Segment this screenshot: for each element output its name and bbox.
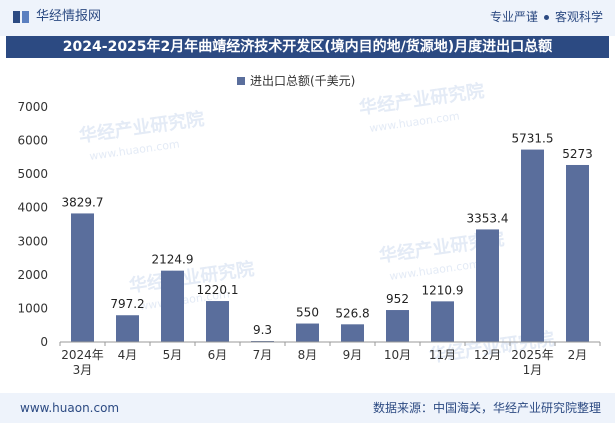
watermark-cn-2: 华经产业研究院 xyxy=(358,80,486,119)
chart-title: 2024-2025年2月年曲靖经济技术开发区(境内目的地/货源地)月度进出口总额 xyxy=(6,36,609,58)
bar-9 xyxy=(476,229,499,342)
x-tick-label-0: 2024年 3月 xyxy=(61,348,104,377)
data-label-11: 5273 xyxy=(562,147,593,161)
bar-chart: 华经产业研究院 www.huaon.com 华经产业研究院 www.huaon.… xyxy=(17,74,601,377)
bar-0 xyxy=(71,213,94,342)
data-label-7: 952 xyxy=(386,292,409,306)
data-label-4: 9.3 xyxy=(253,323,272,337)
x-tick-label-5: 8月 xyxy=(298,348,318,362)
tagline: 专业严谨 客观科学 xyxy=(490,9,603,25)
data-label-2: 2124.9 xyxy=(152,253,194,267)
y-tick-label-4: 4000 xyxy=(17,201,48,215)
data-label-1: 797.2 xyxy=(110,297,144,311)
data-label-8: 1210.9 xyxy=(422,283,464,297)
y-tick-label-5: 5000 xyxy=(17,167,48,181)
x-tick-label-10: 2025年 1月 xyxy=(511,348,554,377)
legend-label: 进出口总额(千美元) xyxy=(250,74,355,88)
brand-logo-icon xyxy=(13,11,29,23)
bar-8 xyxy=(431,301,454,342)
data-label-6: 526.8 xyxy=(335,306,369,320)
x-tick-label-3: 6月 xyxy=(208,348,228,362)
y-tick-label-0: 0 xyxy=(40,335,48,349)
x-tick-label-4: 7月 xyxy=(253,348,273,362)
data-label-9: 3353.4 xyxy=(467,211,509,225)
bar-3 xyxy=(206,301,229,342)
x-tick-label-1: 4月 xyxy=(118,348,138,362)
x-tick-label-9: 12月 xyxy=(474,348,501,362)
bar-11 xyxy=(566,164,589,342)
x-tick-label-8: 11月 xyxy=(429,348,456,362)
legend-swatch xyxy=(237,77,245,85)
x-axis: 2024年 3月 4月 5月 6月 7月 8月 9月 10月 11月 12月 2025年 1月 2月 xyxy=(59,341,601,377)
data-label-10: 5731.5 xyxy=(512,132,554,146)
x-tick-label-7: 10月 xyxy=(384,348,411,362)
footer-source: 数据来源：中国海关，华经产业研究院整理 xyxy=(372,401,601,415)
bar-5 xyxy=(296,323,319,342)
data-label-5: 550 xyxy=(296,306,319,320)
x-tick-label-6: 9月 xyxy=(343,348,363,362)
y-tick-label-1: 1000 xyxy=(17,301,48,315)
tag-dot-icon xyxy=(543,14,549,20)
bar-6 xyxy=(341,324,364,342)
x-tick-label-2: 5月 xyxy=(163,348,183,362)
tagline-1: 专业严谨 xyxy=(489,10,538,24)
header-strip xyxy=(0,0,615,36)
legend: 进出口总额(千美元) xyxy=(237,74,355,88)
y-tick-label-2: 2000 xyxy=(17,268,48,282)
brand: 华经情报网 xyxy=(12,8,101,26)
footer-url: www.huaon.com xyxy=(20,401,120,415)
bars: 3829.7 797.2 2124.9 1220.1 9.3 550 526.8 952 121… xyxy=(62,132,593,342)
bar-7 xyxy=(386,310,409,342)
y-axis: 0 1000 2000 3000 4000 5000 6000 7000 xyxy=(17,100,48,349)
tagline-2: 客观科学 xyxy=(554,10,603,24)
data-label-0: 3829.7 xyxy=(62,195,104,209)
footer-strip: www.huaon.com 数据来源：中国海关，华经产业研究院整理 xyxy=(0,393,615,423)
data-label-3: 1220.1 xyxy=(197,283,239,297)
bar-10 xyxy=(521,149,544,342)
bar-2 xyxy=(161,270,184,342)
brand-name: 华经情报网 xyxy=(36,9,102,24)
y-tick-label-6: 6000 xyxy=(17,134,48,148)
x-tick-label-11: 2月 xyxy=(568,348,588,362)
y-tick-label-3: 3000 xyxy=(17,234,48,248)
bar-1 xyxy=(116,315,139,342)
watermark-cn-1: 华经产业研究院 xyxy=(78,108,206,147)
y-tick-label-7: 7000 xyxy=(17,100,48,114)
